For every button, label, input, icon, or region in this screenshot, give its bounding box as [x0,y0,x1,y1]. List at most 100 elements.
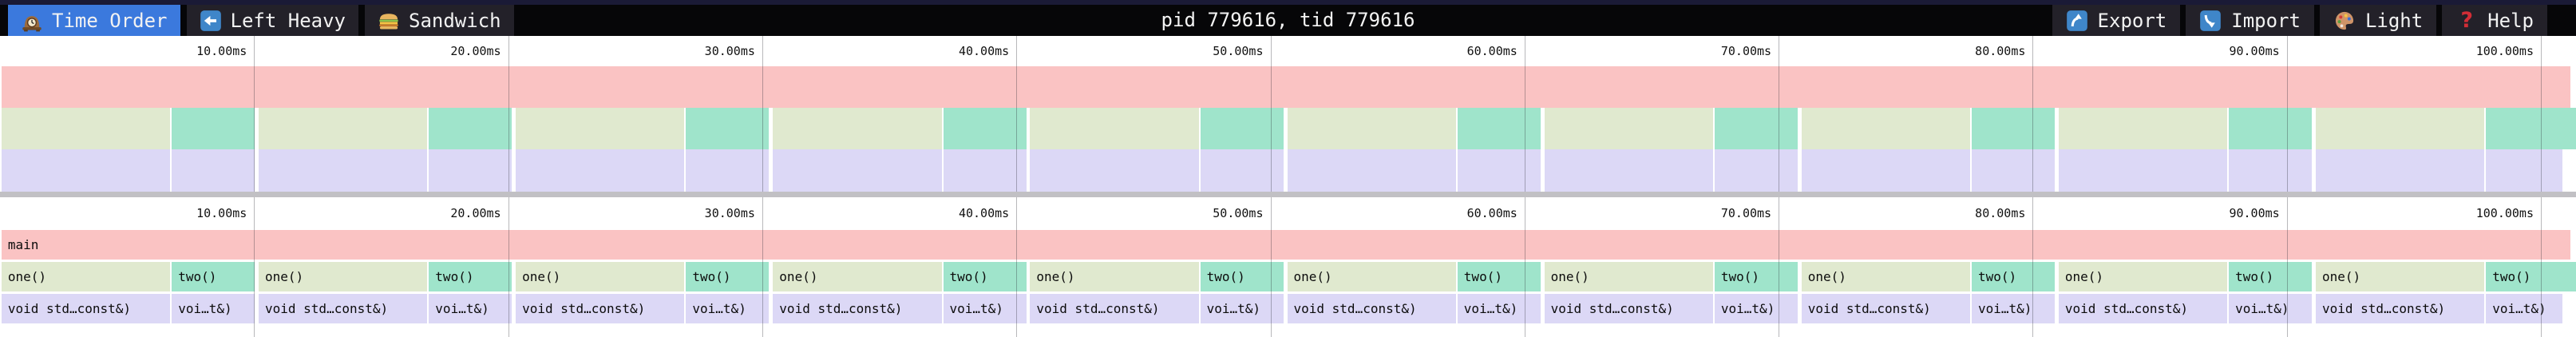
button-label: Light [2364,9,2424,32]
frame-label: voi…t&) [949,301,1003,316]
minimap-frame-child [429,149,512,192]
flame-frame-two[interactable]: two() [686,262,770,291]
flame-frame-two[interactable]: two() [943,262,1027,291]
frame-label: void std…const&) [7,301,132,316]
flame-frame-one[interactable]: one() [1801,262,1971,291]
flame-frame-one-child[interactable]: void std…const&) [1544,294,1713,323]
minimap-frame-one [1801,108,1971,149]
minimap-frame-child [1457,149,1541,192]
time-tick-label: 30.00ms [704,206,755,220]
time-tick-label: 50.00ms [1213,206,1264,220]
time-tick-label: 70.00ms [1720,206,1772,220]
flame-frame-two-child[interactable]: voi…t&) [1714,294,1798,323]
tab-time-order[interactable]: Time Order [8,5,180,36]
frame-label: voi…t&) [178,301,232,316]
flame-frame-two[interactable]: two() [2229,262,2313,291]
flame-frame-one[interactable]: one() [773,262,942,291]
button-label: Help [2487,9,2534,32]
flame-frame-one-child[interactable]: void std…const&) [1801,294,1971,323]
import-button[interactable]: Import [2186,5,2314,36]
frame-label: voi…t&) [692,301,746,316]
toolbar-buttons: Export Import Light ? Help [2052,5,2547,36]
theme-toggle-button[interactable]: Light [2319,5,2437,36]
minimap-depth1-band[interactable] [0,108,2576,149]
flame-frame-two-child[interactable]: voi…t&) [1457,294,1541,323]
flame-frame-one-child[interactable]: void std…const&) [1,294,171,323]
minimap-frame-one [2058,108,2228,149]
minimap-frame-child [1801,149,1971,192]
flame-frame-two[interactable]: two() [1457,262,1541,291]
frame-label: voi…t&) [1463,301,1518,316]
minimap-frame-child [516,149,685,192]
frame-label: two() [2235,269,2274,284]
flame-frame-one-child[interactable]: void std…const&) [773,294,942,323]
minimap-depth2-band[interactable] [0,149,2576,192]
frame-label: void std…const&) [1293,301,1417,316]
time-tick-label: 50.00ms [1213,44,1264,58]
palette-icon [2333,10,2356,32]
flame-frame-two[interactable]: two() [2486,262,2576,291]
minimap-frame-child [1030,149,1199,192]
flame-frame-two[interactable]: two() [172,262,255,291]
flamegraph-row-main: main [0,230,2576,260]
flame-frame-one[interactable]: one() [1287,262,1456,291]
flame-frame-one[interactable]: one() [259,262,428,291]
minimap-time-ruler: 10.00ms 20.00ms 30.00ms 40.00ms 50.00ms 60.00… [0,36,2576,66]
minimap-frame-child [1,149,171,192]
frame-label: void std…const&) [1807,301,1931,316]
flame-frame-one-child[interactable]: void std…const&) [1287,294,1456,323]
tab-label: Time Order [52,9,168,32]
flame-frame-one[interactable]: one() [2316,262,2485,291]
flame-frame-one[interactable]: one() [516,262,685,291]
minimap-frame-child [259,149,428,192]
flame-frame-two[interactable]: two() [429,262,512,291]
frame-label: void std…const&) [779,301,903,316]
minimap-frame-child [2316,149,2485,192]
minimap-frame-two [1972,108,2056,149]
frame-label: voi…t&) [1206,301,1261,316]
flame-frame-two-child[interactable]: voi…t&) [172,294,255,323]
frame-label: voi…t&) [2492,301,2546,316]
tab-left-heavy[interactable]: Left Heavy [186,5,358,36]
flame-frame-two-child[interactable]: voi…t&) [2486,294,2562,323]
toolbar: Time Order Left Heavy Sandwich pid 779616,… [0,0,2576,36]
flame-frame-one-child[interactable]: void std…const&) [2316,294,2485,323]
flame-frame-two-child[interactable]: voi…t&) [943,294,1027,323]
tab-sandwich[interactable]: Sandwich [365,5,514,36]
tab-label: Left Heavy [230,9,346,32]
frame-label: two() [949,269,988,284]
flame-frame-two-child[interactable]: voi…t&) [686,294,770,323]
flame-frame-main[interactable]: main [1,230,2570,260]
flame-frame-one[interactable]: one() [1030,262,1199,291]
flame-frame-two-child[interactable]: voi…t&) [1972,294,2056,323]
flame-frame-one-child[interactable]: void std…const&) [516,294,685,323]
flame-frame-two-child[interactable]: voi…t&) [429,294,512,323]
flame-frame-one[interactable]: one() [1544,262,1713,291]
time-tick-label: 40.00ms [958,206,1010,220]
export-button[interactable]: Export [2052,5,2181,36]
flame-frame-two[interactable]: two() [1972,262,2056,291]
frame-label: voi…t&) [1720,301,1775,316]
minimap-depth0-band[interactable] [0,66,2576,108]
time-tick-label: 80.00ms [1975,206,2026,220]
help-button[interactable]: ? Help [2442,5,2547,36]
time-tick-label: 80.00ms [1975,44,2026,58]
minimap-frame-one [1287,108,1456,149]
flame-frame-two-child[interactable]: voi…t&) [2229,294,2313,323]
flame-frame-one-child[interactable]: void std…const&) [259,294,428,323]
frame-label: two() [2492,269,2531,284]
minimap-frame-child [172,149,255,192]
flame-frame-two-child[interactable]: voi…t&) [1200,294,1284,323]
flame-frame-one[interactable]: one() [1,262,171,291]
flame-frame-one-child[interactable]: void std…const&) [2058,294,2228,323]
frame-label: one() [522,269,561,284]
flame-frame-two[interactable]: two() [1200,262,1284,291]
flame-frame-one-child[interactable]: void std…const&) [1030,294,1199,323]
frame-label: void std…const&) [1550,301,1674,316]
flamegraph-row-depth2: void std…const&) voi…t&) void std…const&) v… [0,294,2576,323]
toolbar-top-strip [0,0,2576,5]
flame-frame-one[interactable]: one() [2058,262,2228,291]
flame-frame-two[interactable]: two() [1714,262,1798,291]
sandwich-icon [378,10,400,32]
